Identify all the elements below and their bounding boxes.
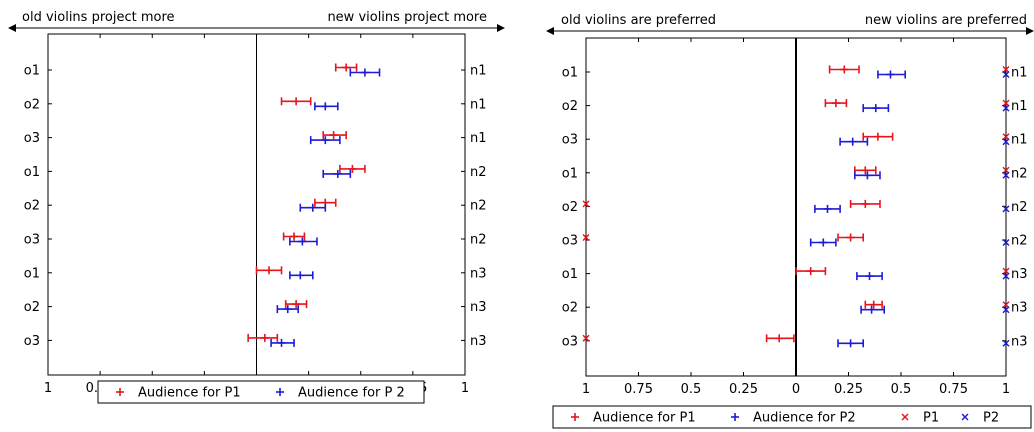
direction-arrows <box>546 27 1034 35</box>
legend-label: Audience for P1 <box>138 386 241 401</box>
row-label-left: o2 <box>562 200 578 215</box>
x-tick-label: 0.25 <box>729 382 758 397</box>
legend-box <box>97 380 425 404</box>
legend-marker-b <box>961 413 969 421</box>
row-label-left: o2 <box>24 199 40 214</box>
x-marker-b <box>582 334 590 342</box>
x-marker-b <box>1002 133 1010 141</box>
series-audience-for-p2 <box>809 70 907 348</box>
direction-arrows <box>8 24 505 32</box>
legend: Audience for P1 Audience for P2 P1 P2 <box>552 405 1032 429</box>
series-audience-for-p1 <box>765 65 894 343</box>
x-marker-b <box>1002 71 1010 78</box>
row-label-left: o1 <box>24 266 40 281</box>
row-label-right: n1 <box>1011 66 1028 81</box>
row-label-left: o2 <box>24 300 40 315</box>
row-label-right: n2 <box>1011 200 1028 215</box>
x-tick-label: 0.75 <box>624 382 653 397</box>
row-label-right: n3 <box>470 300 487 315</box>
x-tick-label: 1 <box>1002 382 1010 397</box>
x-tick-label: 1 <box>44 381 52 396</box>
legend-label: P2 <box>983 411 999 426</box>
series-p2 <box>1002 71 1010 347</box>
row-label-right: n1 <box>470 97 487 112</box>
legend-label: P1 <box>923 411 939 426</box>
series-audience-for-p-2 <box>270 68 381 347</box>
row-label-left: o3 <box>24 233 40 248</box>
x-marker-b <box>1002 166 1010 174</box>
x-marker-b <box>1002 138 1010 146</box>
x-marker-b <box>1002 104 1010 112</box>
arrow-head-left <box>546 27 554 35</box>
row-label-right: n2 <box>470 199 487 214</box>
legend-label: Audience for P2 <box>753 411 856 426</box>
x-marker-b <box>1002 272 1010 280</box>
row-label-left: o1 <box>562 267 578 282</box>
x-marker-b <box>582 234 590 241</box>
row-label-right: n3 <box>470 266 487 281</box>
header-left-label: old violins are preferred <box>561 13 716 28</box>
header-left-label: old violins project more <box>22 10 175 25</box>
legend: Audience for P1 Audience for P 2 <box>97 380 425 404</box>
row-label-left: o2 <box>562 301 578 316</box>
row-label-right: n3 <box>1011 334 1028 349</box>
row-label-left: o2 <box>24 97 40 112</box>
x-tick-label: 1 <box>461 381 469 396</box>
legend-label: Audience for P 2 <box>298 386 405 401</box>
x-tick-label: 0.5 <box>681 382 702 397</box>
x-marker-b <box>1002 66 1010 73</box>
row-label-right: n1 <box>470 131 487 146</box>
row-label-right: n1 <box>470 64 487 79</box>
x-marker-b <box>1002 301 1010 309</box>
row-label-right: n3 <box>470 334 487 349</box>
x-tick-label: 0 <box>792 382 800 397</box>
legend-marker-b <box>901 413 909 421</box>
row-label-right: n2 <box>1011 234 1028 249</box>
row-label-right: n1 <box>1011 133 1028 148</box>
arrow-head-left <box>8 24 16 32</box>
x-marker-b <box>1002 306 1010 314</box>
header-right-label: new violins project more <box>327 10 487 25</box>
row-label-right: n2 <box>470 165 487 180</box>
row-label-right: n2 <box>1011 166 1028 181</box>
x-marker-b <box>582 200 590 208</box>
x-marker-b <box>1002 339 1010 347</box>
x-tick-label: 0.5 <box>891 382 912 397</box>
x-tick-label: 1 <box>582 382 590 397</box>
row-label-left: o3 <box>24 131 40 146</box>
row-label-right: n3 <box>1011 301 1028 316</box>
x-marker-b <box>1002 239 1010 246</box>
row-label-left: o3 <box>24 334 40 349</box>
legend-label: Audience for P1 <box>593 411 696 426</box>
arrow-head-right <box>1026 27 1034 35</box>
arrow-head-right <box>497 24 505 32</box>
series-audience-for-p1 <box>247 63 366 342</box>
row-label-left: o2 <box>562 99 578 114</box>
x-marker-b <box>1002 267 1010 275</box>
row-label-right: n1 <box>1011 99 1028 114</box>
x-tick-label: 0.25 <box>834 382 863 397</box>
row-label-left: o1 <box>562 166 578 181</box>
series-p1 <box>582 66 1010 342</box>
row-label-left: o1 <box>24 165 40 180</box>
row-label-left: o1 <box>562 66 578 81</box>
x-marker-b <box>1002 171 1010 179</box>
row-label-right: n3 <box>1011 267 1028 282</box>
row-label-right: n2 <box>470 233 487 248</box>
header-right-label: new violins are preferred <box>865 13 1027 28</box>
row-label-left: o3 <box>562 334 578 349</box>
row-label-left: o1 <box>24 64 40 79</box>
legend-box <box>552 405 1032 429</box>
x-tick-label: 0.75 <box>939 382 968 397</box>
row-label-left: o3 <box>562 234 578 249</box>
x-marker-b <box>1002 99 1010 107</box>
x-marker-b <box>1002 205 1010 213</box>
chart-panel-2: old violins are preferred new violins are… <box>546 13 1034 429</box>
chart-panel-1: old violins project more new violins proj… <box>8 10 505 404</box>
row-label-left: o3 <box>562 133 578 148</box>
